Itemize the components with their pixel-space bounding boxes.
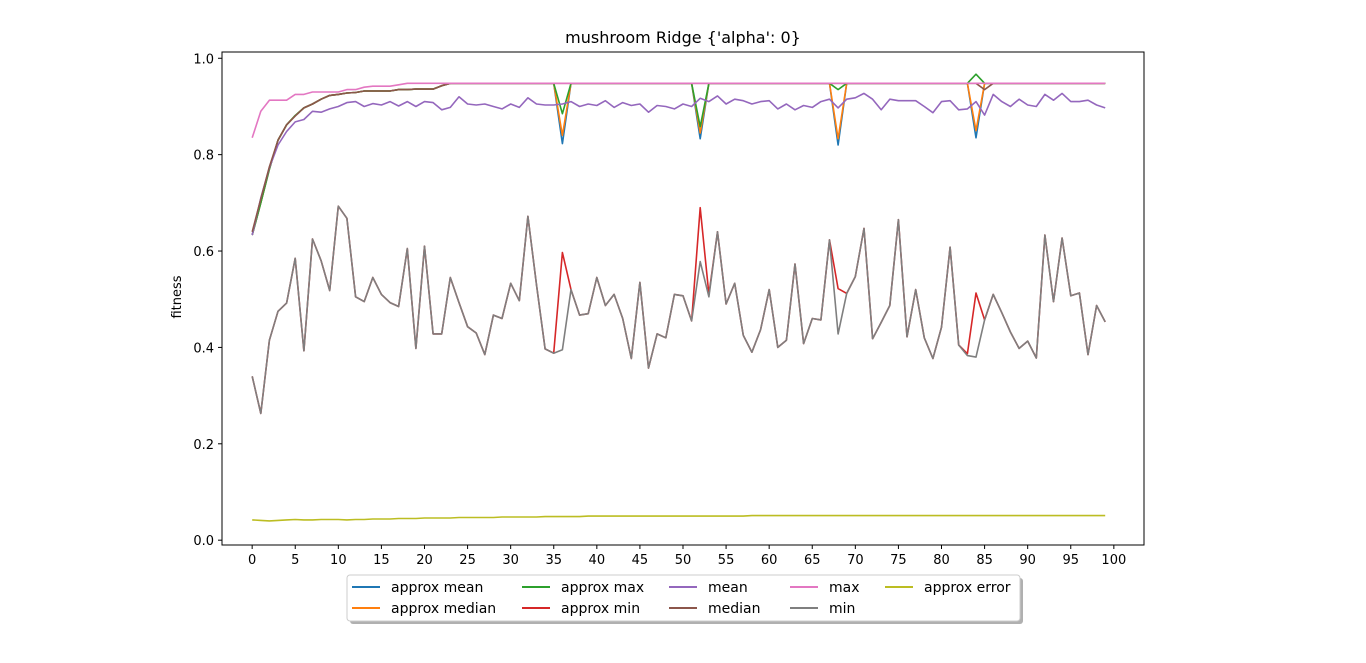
legend-label: approx min [561, 601, 640, 617]
x-tick-label: 90 [1019, 553, 1036, 568]
y-axis-label: fitness [170, 275, 185, 318]
x-tick-label: 0 [248, 553, 256, 568]
series-line-min [251, 205, 1106, 415]
series-line-mean [251, 92, 1106, 236]
legend-label: approx median [391, 601, 496, 617]
x-tick-label: 5 [291, 553, 299, 568]
y-tick-label: 1.0 [193, 52, 214, 67]
y-axis-ticks: 0.0 0.2 0.4 0.6 0.8 1.0 [193, 52, 222, 549]
y-tick-label: 0.0 [193, 534, 214, 549]
x-tick-label: 50 [675, 553, 692, 568]
x-tick-label: 10 [330, 553, 347, 568]
series-line-approx-max [251, 73, 1106, 236]
legend-label: mean [708, 580, 748, 596]
series-layer [251, 73, 1106, 522]
legend-label: max [829, 580, 860, 596]
x-tick-label: 25 [459, 553, 476, 568]
plot-frame [221, 51, 1145, 546]
x-tick-label: 35 [545, 553, 562, 568]
x-tick-label: 80 [933, 553, 950, 568]
x-tick-label: 65 [804, 553, 821, 568]
x-tick-label: 60 [761, 553, 778, 568]
legend-label: min [829, 601, 855, 617]
legend: approx mean approx median approx max approx… [346, 574, 1023, 624]
y-tick-label: 0.4 [193, 341, 214, 356]
x-tick-label: 20 [416, 553, 433, 568]
legend-label: approx max [561, 580, 644, 596]
x-tick-label: 15 [373, 553, 390, 568]
x-tick-label: 45 [632, 553, 649, 568]
x-tick-label: 55 [718, 553, 735, 568]
x-tick-label: 40 [589, 553, 606, 568]
x-tick-label: 95 [1062, 553, 1079, 568]
y-tick-label: 0.2 [193, 438, 214, 453]
series-line-approx-min [251, 205, 1106, 415]
series-line-max [251, 82, 1106, 139]
series-line-approx-error [252, 514, 1106, 522]
y-tick-label: 0.6 [193, 245, 214, 260]
chart-title: mushroom Ridge {'alpha': 0} [565, 28, 801, 47]
x-tick-label: 30 [502, 553, 519, 568]
legend-box [346, 574, 1021, 622]
y-tick-label: 0.8 [193, 149, 214, 164]
legend-label: median [708, 601, 760, 617]
legend-label: approx error [924, 580, 1011, 596]
x-tick-label: 70 [847, 553, 864, 568]
x-tick-label: 100 [1101, 553, 1126, 568]
x-tick-label: 75 [890, 553, 907, 568]
x-axis-ticks: 0 5 10 15 20 25 30 35 40 45 50 55 60 65 70 75 80 85 90 95 10… [248, 545, 1126, 568]
x-tick-label: 85 [976, 553, 993, 568]
legend-label: approx mean [391, 580, 483, 596]
